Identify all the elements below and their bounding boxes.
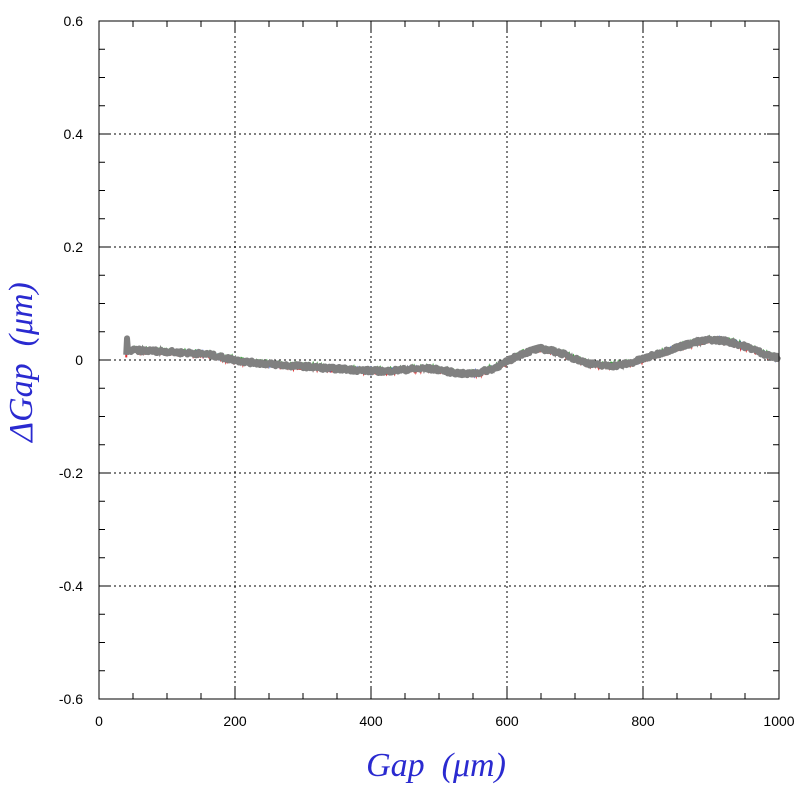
x-tick-label: 200 [223, 713, 247, 729]
x-tick-label: 800 [631, 713, 655, 729]
plot-frame [98, 20, 780, 700]
y-tick-label: 0 [75, 352, 83, 368]
series-layer [123, 334, 782, 380]
y-tick-label: 0.6 [64, 13, 84, 29]
y-tick-label: -0.4 [59, 578, 83, 594]
series-trace-main-noise [124, 335, 780, 378]
x-tick-label: 600 [495, 713, 519, 729]
x-tick-labels: 0 200 400 600 800 1000 [95, 713, 795, 729]
x-axis-title: Gap (μm) [366, 747, 506, 784]
grid-lines [99, 21, 779, 699]
y-tick-label: 0.2 [64, 239, 84, 255]
y-tick-label: 0.4 [64, 126, 84, 142]
y-axis-title: ΔGap (μm) [3, 282, 40, 444]
x-tick-label: 1000 [763, 713, 794, 729]
x-tick-label: 400 [359, 713, 383, 729]
y-tick-label: -0.6 [59, 691, 83, 707]
y-tick-label: -0.2 [59, 465, 83, 481]
y-tick-labels: -0.6 -0.4 -0.2 0 0.2 0.4 0.6 [59, 13, 83, 707]
x-tick-label: 0 [95, 713, 103, 729]
